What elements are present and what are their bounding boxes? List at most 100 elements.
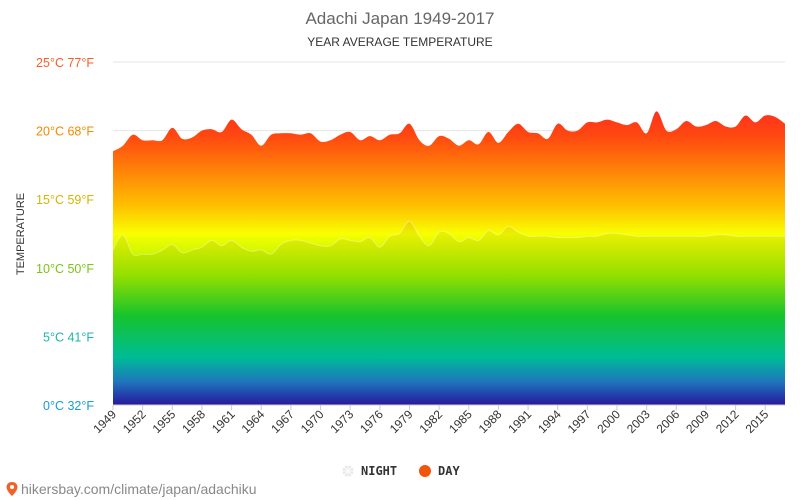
day-point-1995[interactable] [566,129,570,133]
day-point-1961[interactable] [230,118,234,122]
night-point-1980[interactable] [417,234,421,238]
night-point-1959[interactable] [210,238,214,242]
night-point-1985[interactable] [467,236,471,240]
night-point-1991[interactable] [526,234,530,238]
night-point-2015[interactable] [763,234,767,238]
day-point-1980[interactable] [417,138,421,142]
night-point-2003[interactable] [645,234,649,238]
day-point-1971[interactable] [328,138,332,142]
night-point-1994[interactable] [556,236,560,240]
night-point-2001[interactable] [625,233,629,237]
night-point-2008[interactable] [694,234,698,238]
legend-item-day[interactable]: DAY [419,464,460,478]
day-point-2005[interactable] [664,129,668,133]
night-point-1990[interactable] [516,230,520,234]
night-point-1988[interactable] [496,233,500,237]
day-point-1956[interactable] [180,137,184,141]
night-point-1953[interactable] [151,252,155,256]
night-point-1997[interactable] [585,234,589,238]
day-point-1990[interactable] [516,122,520,126]
day-point-1958[interactable] [200,129,204,133]
night-point-1976[interactable] [378,245,382,249]
day-point-1949[interactable] [111,149,115,153]
night-point-2000[interactable] [615,232,619,236]
day-point-2009[interactable] [704,123,708,127]
night-point-1971[interactable] [328,244,332,248]
night-point-1993[interactable] [546,234,550,238]
day-point-2003[interactable] [645,131,649,135]
night-point-1957[interactable] [190,248,194,252]
day-point-1950[interactable] [121,144,125,148]
day-point-1966[interactable] [279,131,283,135]
night-point-1955[interactable] [170,242,174,246]
night-point-1981[interactable] [427,244,431,248]
night-point-1964[interactable] [259,248,263,252]
night-point-1949[interactable] [111,248,115,252]
day-point-2010[interactable] [714,119,718,123]
day-point-2002[interactable] [635,120,639,124]
day-point-1987[interactable] [487,130,491,134]
day-point-1984[interactable] [457,144,461,148]
day-point-1964[interactable] [259,144,263,148]
day-point-1955[interactable] [170,126,174,130]
day-point-2006[interactable] [674,127,678,131]
night-point-1984[interactable] [457,240,461,244]
day-point-1960[interactable] [220,130,224,134]
day-point-1978[interactable] [398,131,402,135]
day-point-1996[interactable] [575,129,579,133]
night-point-1972[interactable] [338,237,342,241]
night-point-2005[interactable] [664,234,668,238]
watermark[interactable]: hikersbay.com/climate/japan/adachiku [6,481,257,497]
night-point-1975[interactable] [368,236,372,240]
night-point-2014[interactable] [753,234,757,238]
day-point-1953[interactable] [151,138,155,142]
night-point-1956[interactable] [180,251,184,255]
night-point-1965[interactable] [269,252,273,256]
day-point-2007[interactable] [684,119,688,123]
night-point-1974[interactable] [358,240,362,244]
day-point-2015[interactable] [763,114,767,118]
night-point-1960[interactable] [220,244,224,248]
day-point-1957[interactable] [190,135,194,139]
night-point-2016[interactable] [773,234,777,238]
night-point-2017[interactable] [783,234,787,238]
day-point-1981[interactable] [427,144,431,148]
night-point-2009[interactable] [704,234,708,238]
night-point-2011[interactable] [724,233,728,237]
day-point-1999[interactable] [605,118,609,122]
night-point-1951[interactable] [131,252,135,256]
night-point-1962[interactable] [239,245,243,249]
night-point-1952[interactable] [141,252,145,256]
night-point-1954[interactable] [160,248,164,252]
day-point-1991[interactable] [526,130,530,134]
night-point-1996[interactable] [575,236,579,240]
night-point-1967[interactable] [289,238,293,242]
day-point-1965[interactable] [269,133,273,137]
day-point-1994[interactable] [556,122,560,126]
day-point-1975[interactable] [368,134,372,138]
day-point-1983[interactable] [447,137,451,141]
day-point-1968[interactable] [299,133,303,137]
day-point-1982[interactable] [437,134,441,138]
day-point-1979[interactable] [407,122,411,126]
day-point-1973[interactable] [348,130,352,134]
day-point-1976[interactable] [378,138,382,142]
night-point-2012[interactable] [734,234,738,238]
day-point-1963[interactable] [249,133,253,137]
night-point-1961[interactable] [230,238,234,242]
day-point-2011[interactable] [724,124,728,128]
night-point-1958[interactable] [200,245,204,249]
day-point-1988[interactable] [496,141,500,145]
night-point-2006[interactable] [674,234,678,238]
day-point-2014[interactable] [753,120,757,124]
day-point-1954[interactable] [160,138,164,142]
night-point-1982[interactable] [437,230,441,234]
night-point-1963[interactable] [249,249,253,253]
day-point-1992[interactable] [536,131,540,135]
day-point-2008[interactable] [694,124,698,128]
day-point-1962[interactable] [239,127,243,131]
night-point-1966[interactable] [279,242,283,246]
day-point-1967[interactable] [289,131,293,135]
night-point-2007[interactable] [684,234,688,238]
day-point-1959[interactable] [210,127,214,131]
